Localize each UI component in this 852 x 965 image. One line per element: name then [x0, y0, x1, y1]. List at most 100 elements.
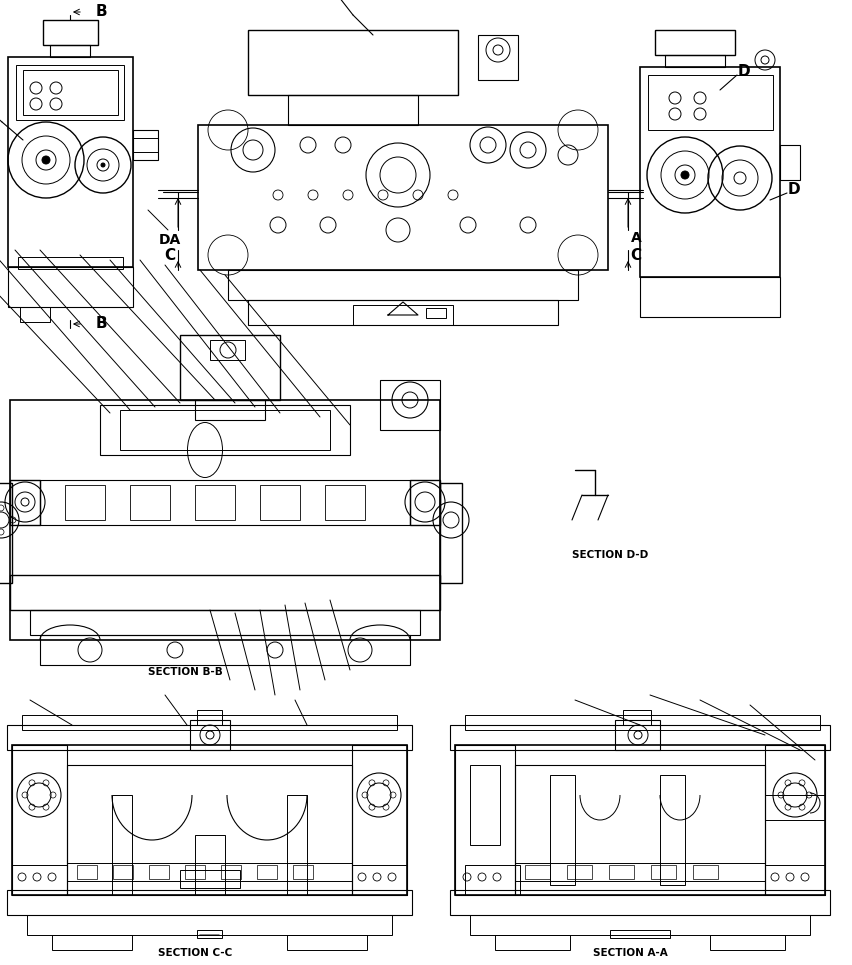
Bar [149, 865, 169, 879]
Text: C: C [164, 247, 176, 262]
Bar [524, 865, 550, 879]
Bar [410, 480, 440, 525]
Bar [23, 70, 118, 115]
Bar [654, 30, 734, 55]
Bar [440, 483, 462, 583]
Bar [454, 745, 515, 895]
Bar [454, 745, 824, 895]
Text: C: C [630, 247, 641, 262]
Bar [30, 610, 419, 635]
Bar [112, 865, 133, 879]
Bar [352, 745, 406, 895]
Bar [133, 130, 158, 160]
Bar [12, 745, 67, 895]
Bar [50, 45, 90, 57]
Bar [180, 335, 279, 400]
Bar [515, 765, 764, 895]
Bar [12, 745, 406, 895]
Bar [7, 890, 412, 915]
Text: SECTION A-A: SECTION A-A [592, 948, 666, 958]
Bar [0, 483, 12, 583]
Bar [22, 715, 396, 730]
Bar [260, 485, 300, 520]
Bar [659, 775, 684, 885]
Text: B: B [96, 5, 107, 19]
Bar [650, 865, 675, 879]
Bar [198, 125, 607, 270]
Bar [464, 865, 520, 895]
Bar [614, 720, 659, 750]
Bar [379, 380, 440, 430]
Bar [77, 865, 97, 879]
Bar [210, 340, 245, 360]
Bar [425, 308, 446, 318]
Bar [52, 935, 132, 950]
Bar [764, 795, 824, 820]
Bar [185, 865, 204, 879]
Bar [353, 305, 452, 325]
Text: SECTION B-B: SECTION B-B [147, 667, 222, 677]
Bar [764, 865, 824, 895]
Circle shape [42, 156, 50, 164]
Bar [8, 57, 133, 267]
Bar [764, 745, 824, 895]
Bar [450, 890, 829, 915]
Bar [550, 775, 574, 885]
Bar [195, 835, 225, 895]
Bar [10, 400, 440, 640]
Bar [8, 267, 133, 307]
Bar [190, 720, 230, 750]
Bar [609, 930, 669, 938]
Text: D: D [787, 182, 800, 198]
Bar [639, 277, 779, 317]
Bar [248, 300, 557, 325]
Bar [352, 865, 406, 895]
Bar [469, 765, 499, 845]
Bar [286, 795, 307, 895]
Bar [12, 865, 67, 895]
Bar [130, 485, 170, 520]
Bar [7, 725, 412, 750]
Bar [469, 915, 809, 935]
Bar [120, 410, 330, 450]
Bar [40, 480, 410, 525]
Bar [292, 865, 313, 879]
Bar [18, 257, 123, 269]
Bar [639, 67, 779, 277]
Bar [65, 485, 105, 520]
Bar [450, 725, 829, 750]
Bar [325, 485, 365, 520]
Text: SECTION C-C: SECTION C-C [158, 948, 232, 958]
Bar [248, 30, 458, 95]
Bar [227, 270, 578, 300]
Circle shape [101, 163, 105, 167]
Bar [288, 95, 417, 125]
Text: DA: DA [158, 233, 181, 247]
Bar [692, 865, 717, 879]
Text: A: A [630, 231, 641, 245]
Bar [567, 865, 591, 879]
Bar [67, 863, 352, 881]
Bar [256, 865, 277, 879]
Bar [67, 765, 352, 895]
Bar [709, 935, 784, 950]
Bar [477, 35, 517, 80]
Bar [40, 635, 410, 665]
Bar [180, 870, 239, 888]
Bar [779, 145, 799, 180]
Bar [27, 915, 392, 935]
Bar [197, 930, 222, 938]
Bar [515, 863, 764, 881]
Bar [665, 55, 724, 67]
Bar [622, 710, 650, 725]
Bar [43, 20, 98, 45]
Circle shape [680, 171, 688, 179]
Bar [10, 575, 440, 610]
Bar [195, 400, 265, 420]
Text: D: D [737, 65, 750, 79]
Bar [648, 75, 772, 130]
Text: B: B [96, 317, 107, 332]
Text: SECTION D-D: SECTION D-D [571, 550, 648, 560]
Bar [494, 935, 569, 950]
Bar [16, 65, 124, 120]
